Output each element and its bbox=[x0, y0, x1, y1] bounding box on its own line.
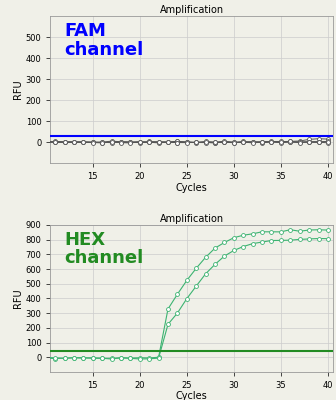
Title: Amplification: Amplification bbox=[160, 5, 223, 15]
Title: Amplification: Amplification bbox=[160, 214, 223, 224]
Text: HEX
channel: HEX channel bbox=[65, 231, 144, 268]
Text: FAM
channel: FAM channel bbox=[65, 22, 144, 58]
Y-axis label: RFU: RFU bbox=[13, 289, 23, 308]
X-axis label: Cycles: Cycles bbox=[176, 392, 207, 400]
Y-axis label: RFU: RFU bbox=[13, 80, 23, 99]
X-axis label: Cycles: Cycles bbox=[176, 182, 207, 192]
